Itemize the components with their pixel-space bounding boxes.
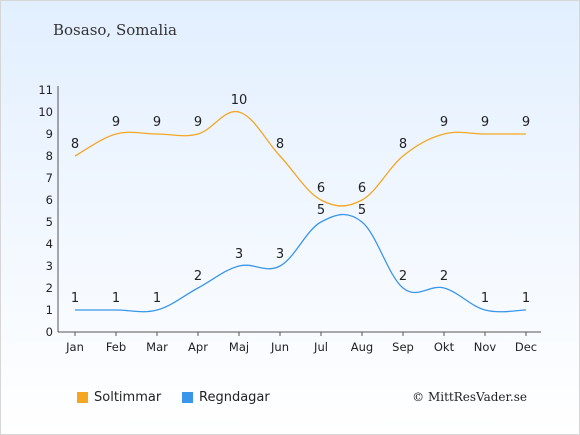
data-label-soltimmar: 9 — [481, 115, 489, 130]
x-tick-label: Feb — [106, 340, 126, 354]
data-label-soltimmar: 10 — [231, 93, 248, 108]
data-label-soltimmar: 9 — [153, 115, 161, 130]
data-label-soltimmar: 9 — [112, 115, 120, 130]
x-tick-label: Jan — [65, 340, 84, 354]
x-tick-label: Nov — [474, 340, 497, 354]
legend-swatch-regndagar — [182, 392, 193, 403]
y-tick-label: 11 — [38, 83, 53, 97]
data-label-soltimmar: 9 — [522, 115, 530, 130]
data-label-regndagar: 2 — [440, 269, 448, 284]
legend-label-regndagar: Regndagar — [199, 390, 270, 405]
x-tick-label: Sep — [392, 340, 414, 354]
data-label-regndagar: 1 — [153, 291, 161, 306]
y-tick-label: 8 — [46, 149, 53, 163]
x-tick-label: Dec — [515, 340, 537, 354]
data-label-soltimmar: 6 — [358, 181, 366, 196]
credit-text: © MittResVader.se — [412, 390, 527, 404]
y-tick-label: 0 — [46, 325, 53, 339]
data-label-soltimmar: 9 — [440, 115, 448, 130]
legend-item-regndagar: Regndagar — [182, 390, 270, 405]
y-tick-label: 10 — [38, 105, 53, 119]
legend-item-soltimmar: Soltimmar — [77, 390, 161, 405]
data-label-regndagar: 1 — [481, 291, 489, 306]
data-label-regndagar: 5 — [317, 203, 325, 218]
data-label-soltimmar: 8 — [71, 137, 79, 152]
y-tick-label: 2 — [46, 281, 53, 295]
series-line-regndagar — [75, 213, 527, 313]
data-label-regndagar: 1 — [522, 291, 530, 306]
x-tick-label: Aug — [351, 340, 373, 354]
y-tick-label: 3 — [46, 259, 53, 273]
x-tick-label: Maj — [229, 340, 249, 354]
y-tick-label: 7 — [46, 171, 53, 185]
data-label-soltimmar: 6 — [317, 181, 325, 196]
y-tick-label: 9 — [46, 127, 53, 141]
x-tick-label: Okt — [434, 340, 455, 354]
x-tick-label: Jul — [313, 340, 328, 354]
legend-label-soltimmar: Soltimmar — [94, 390, 162, 405]
data-label-regndagar: 3 — [235, 247, 243, 262]
data-label-regndagar: 2 — [194, 269, 202, 284]
data-label-regndagar: 1 — [112, 291, 120, 306]
data-label-soltimmar: 8 — [276, 137, 284, 152]
data-label-soltimmar: 9 — [194, 115, 202, 130]
data-label-regndagar: 5 — [358, 203, 366, 218]
y-tick-label: 1 — [46, 303, 53, 317]
data-label-regndagar: 3 — [276, 247, 284, 262]
x-tick-label: Jun — [270, 340, 289, 354]
y-tick-label: 5 — [46, 215, 53, 229]
chart-title: Bosaso, Somalia — [53, 21, 177, 39]
data-label-regndagar: 2 — [399, 269, 407, 284]
x-tick-label: Mar — [146, 340, 168, 354]
y-tick-label: 6 — [46, 193, 53, 207]
data-label-regndagar: 1 — [71, 291, 79, 306]
y-tick-label: 4 — [46, 237, 53, 251]
series-line-soltimmar — [74, 110, 526, 207]
data-label-soltimmar: 8 — [399, 137, 407, 152]
legend-swatch-soltimmar — [77, 392, 88, 403]
x-tick-label: Apr — [188, 340, 208, 354]
